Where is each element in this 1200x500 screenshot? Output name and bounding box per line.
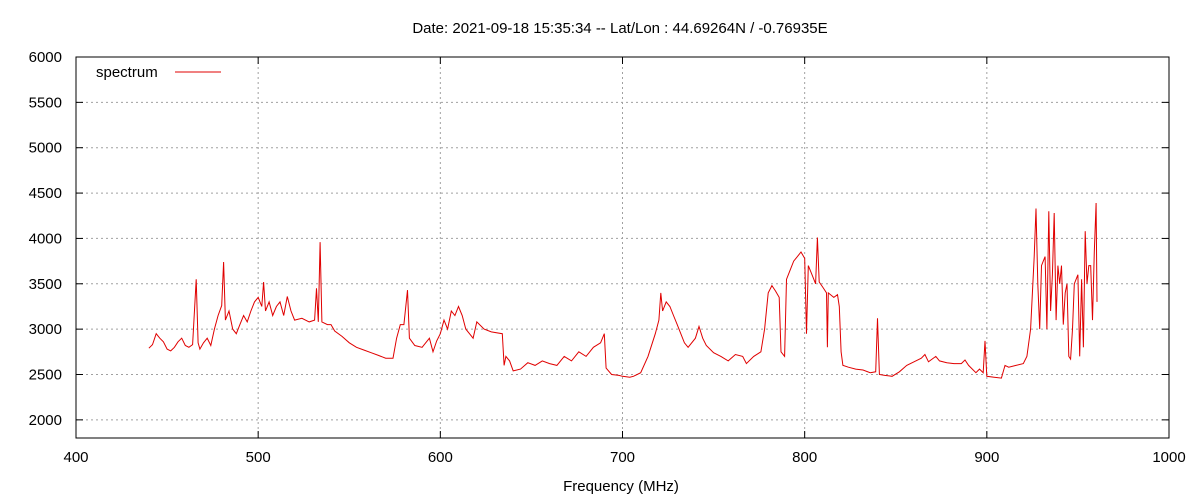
x-tick-label: 900	[974, 449, 999, 466]
series-layer	[148, 202, 1098, 379]
ticks: 400 500 600 700 800 900 1000 2000 2500 3000 3500 40…	[29, 49, 1186, 466]
x-tick-label: 1000	[1152, 449, 1185, 466]
y-tick-label: 2500	[29, 367, 62, 384]
y-tick-label: 3500	[29, 276, 62, 293]
y-tick-label: 4000	[29, 230, 62, 247]
legend: spectrum	[96, 64, 221, 81]
x-tick-label: 500	[246, 449, 271, 466]
y-tick-label: 6000	[29, 49, 62, 66]
y-tick-label: 4500	[29, 185, 62, 202]
series-line-spectrum	[148, 202, 1098, 379]
chart-title: Date: 2021-09-18 15:35:34 -- Lat/Lon : 4…	[412, 20, 827, 37]
x-tick-label: 600	[428, 449, 453, 466]
y-tick-label: 5500	[29, 94, 62, 111]
x-tick-label: 400	[63, 449, 88, 466]
y-tick-label: 5000	[29, 140, 62, 157]
x-tick-label: 800	[792, 449, 817, 466]
x-axis-label: Frequency (MHz)	[563, 478, 679, 495]
y-tick-label: 2000	[29, 412, 62, 429]
y-tick-label: 3000	[29, 321, 62, 338]
legend-label-spectrum: spectrum	[96, 64, 158, 81]
x-tick-label: 700	[610, 449, 635, 466]
grid	[76, 57, 1169, 438]
